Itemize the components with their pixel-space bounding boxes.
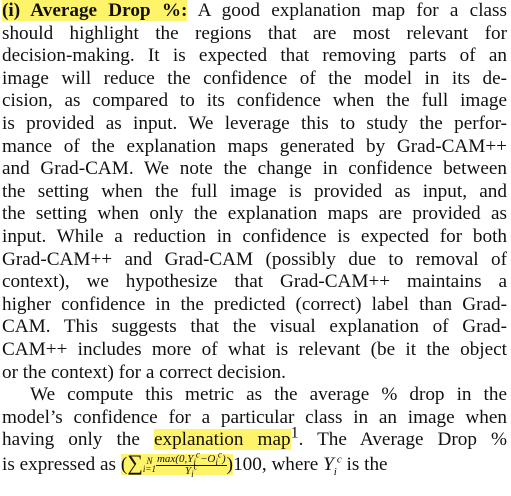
- sym: Y: [323, 453, 334, 475]
- text: cision, as compared to its confidence wh…: [2, 90, 507, 112]
- text: should highlight the regions that are mo…: [2, 22, 507, 44]
- text-line: higher confidence in the predicted (corr…: [2, 294, 507, 317]
- text-line: is provided as input. We leverage this t…: [2, 113, 507, 136]
- sub: i: [215, 457, 218, 468]
- text: . The Average Drop %: [298, 429, 507, 451]
- text-line: or the context) for a correct decision.: [2, 362, 507, 385]
- text: We compute this metric as the average % …: [30, 384, 507, 406]
- text-line: cision, as compared to its confidence wh…: [2, 90, 507, 113]
- text-line: input. While a reduction in confidence i…: [2, 226, 507, 249]
- text: Grad-CAM++ and Grad-CAM (possibly due to…: [2, 248, 507, 270]
- text: mance of the explanation maps generated …: [2, 135, 507, 157]
- text: A good explanation map for a class: [187, 0, 507, 21]
- text-line: model’s confidence for a particular clas…: [2, 407, 507, 430]
- sym: max(0,: [156, 452, 188, 465]
- text-line: (i) Average Drop %: A good explanation m…: [2, 0, 507, 23]
- paren: (: [120, 453, 128, 475]
- text: is expressed as: [2, 453, 121, 475]
- text-line: CAM. This suggests that the visual expla…: [2, 316, 507, 339]
- lower: i=1: [142, 464, 156, 475]
- lead-heading: (i) Average Drop %:: [2, 0, 188, 21]
- sym: Y: [187, 452, 194, 465]
- text-line: and Grad-CAM. We note the change in conf…: [2, 158, 507, 181]
- text: CAM. This suggests that the visual expla…: [2, 316, 507, 338]
- sup: c: [195, 449, 200, 460]
- paper-text: (i) Average Drop %: A good explanation m…: [2, 0, 507, 480]
- sym: Y: [184, 464, 192, 477]
- text-line: Grad-CAM++ and Grad-CAM (possibly due to…: [2, 249, 507, 272]
- factor: 100: [233, 453, 262, 475]
- variable: Yic: [323, 453, 342, 478]
- text: having only the: [2, 429, 154, 451]
- highlight: explanation map: [153, 429, 291, 451]
- text: the setting when the full image is provi…: [2, 180, 507, 202]
- text: decision-making. It is expected that rem…: [2, 45, 507, 67]
- text-line: image will reduce the confidence of the …: [2, 68, 507, 91]
- text-line: context), we hypothesize that Grad-CAM++…: [2, 271, 507, 294]
- text: higher confidence in the predicted (corr…: [2, 293, 507, 315]
- text: image will reduce the confidence of the …: [2, 67, 507, 89]
- sum-sign: ∑: [127, 449, 143, 475]
- fraction: max(0,Yic−Oic) Yic: [155, 450, 227, 480]
- sym: O: [207, 452, 216, 465]
- text: the setting when only the explanation ma…: [2, 203, 507, 225]
- text: model’s confidence for a particular clas…: [2, 406, 507, 428]
- text-line: the setting when the full image is provi…: [2, 181, 507, 204]
- upper: N: [146, 456, 153, 467]
- sub: i: [191, 469, 194, 480]
- sup: c: [217, 449, 222, 460]
- sup: c: [193, 461, 198, 472]
- numerator: max(0,Yic−Oic): [155, 450, 227, 468]
- sym: ): [222, 452, 226, 465]
- sub: i: [333, 465, 337, 478]
- sup: c: [336, 453, 342, 466]
- text-line: the setting when only the explanation ma…: [2, 203, 507, 226]
- text: context), we hypothesize that Grad-CAM++…: [2, 271, 507, 293]
- sub: i: [193, 457, 196, 468]
- text: or the context) for a correct decision.: [2, 361, 286, 383]
- text: , where: [261, 453, 324, 475]
- text-line: CAM++ includes more of what is relevant …: [2, 339, 507, 362]
- paren: ): [226, 453, 234, 475]
- text-line: should highlight the regions that are mo…: [2, 23, 507, 46]
- sym: −: [199, 452, 208, 465]
- text: CAM++ includes more of what is relevant …: [2, 338, 507, 360]
- text-line: having only the explanation map1. The Av…: [2, 425, 507, 452]
- text-line: mance of the explanation maps generated …: [2, 136, 507, 159]
- footnote-mark: 1: [290, 424, 299, 442]
- text: is provided as input. We leverage this t…: [2, 112, 507, 134]
- text: input. While a reduction in confidence i…: [2, 225, 507, 247]
- denominator: Yic: [156, 462, 227, 480]
- text: is the: [341, 453, 388, 475]
- text: and Grad-CAM. We note the change in conf…: [2, 158, 507, 180]
- text-line: We compute this metric as the average % …: [2, 384, 507, 407]
- text-line: decision-making. It is expected that rem…: [2, 45, 507, 68]
